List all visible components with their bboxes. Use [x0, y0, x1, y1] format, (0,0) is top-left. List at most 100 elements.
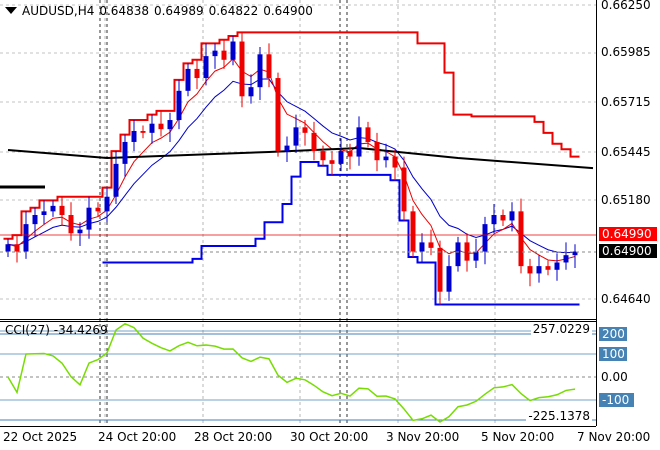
candle-body	[491, 215, 497, 225]
cci-line	[7, 322, 576, 423]
donchian-upper-line	[3, 31, 580, 240]
bid-price-box: 0.64900	[599, 244, 657, 258]
candle-body	[455, 242, 461, 267]
candle-body	[554, 262, 560, 270]
candle-body	[158, 123, 164, 130]
time-label: 30 Oct 20:00	[290, 430, 369, 444]
candle-body	[5, 244, 11, 252]
candle-body	[311, 132, 317, 152]
ema-slow-line	[7, 78, 576, 254]
candle-body	[356, 127, 362, 157]
price-label: 0.65985	[601, 45, 651, 59]
chart-header: AUDUSD,H4 0.64838 0.64989 0.64822 0.64900	[5, 4, 318, 18]
candle-body	[500, 215, 506, 221]
price-label: 0.65445	[601, 145, 651, 159]
candle-body	[95, 207, 101, 212]
time-label: 24 Oct 20:00	[98, 430, 177, 444]
candle-body	[194, 68, 200, 79]
candle-body	[482, 224, 488, 252]
cci-level-100: 100	[599, 347, 627, 361]
candle-body	[248, 87, 254, 97]
candle-body	[437, 247, 443, 292]
candle-body	[428, 242, 434, 248]
candle-body	[374, 141, 380, 161]
candle-body	[59, 205, 65, 215]
candle-body	[212, 50, 218, 57]
candle-body	[86, 207, 92, 230]
candle-body	[302, 127, 308, 133]
candle-body	[266, 54, 272, 79]
candle-body	[50, 205, 56, 212]
candle-body	[131, 131, 137, 142]
candle-body	[203, 56, 209, 79]
candle-body	[329, 160, 335, 164]
candle-body	[23, 224, 29, 252]
donchian-lower-line	[102, 161, 580, 306]
price-label: 0.65180	[601, 193, 651, 207]
candle-body	[509, 211, 515, 221]
cci-min-label: -225.1378	[526, 409, 592, 423]
candle-body	[464, 242, 470, 261]
candle-body	[284, 145, 290, 152]
candle-body	[149, 123, 155, 133]
candle-body	[473, 251, 479, 261]
candle-body	[365, 127, 371, 142]
candle-body	[383, 156, 389, 161]
candle-body	[527, 266, 533, 274]
high-value: 0.64989	[153, 4, 204, 18]
candle-body	[338, 151, 344, 164]
candle-body	[347, 151, 353, 157]
close-value: 0.64900	[263, 4, 313, 18]
candle-body	[14, 244, 20, 252]
symbol-label: AUDUSD,H4	[22, 4, 95, 18]
candle-body	[572, 251, 578, 256]
candle-body	[518, 211, 524, 267]
candle-body	[536, 266, 542, 274]
candle-body	[275, 78, 281, 152]
candle-body	[113, 163, 119, 197]
candle-body	[257, 54, 263, 88]
candle-body	[68, 215, 74, 234]
candle-body	[185, 68, 191, 91]
candle-body	[122, 141, 128, 164]
price-label: 0.64640	[601, 292, 651, 306]
time-label: 3 Nov 20:00	[386, 430, 460, 444]
candle-body	[563, 255, 569, 263]
candle-body	[392, 156, 398, 168]
cci-level-0: 0.00	[601, 370, 628, 384]
candle-body	[41, 211, 47, 215]
open-value: 0.64838	[99, 4, 149, 18]
price-label: 0.66250	[601, 0, 651, 12]
candle-body	[104, 196, 110, 212]
candle-body	[446, 266, 452, 292]
ema-fast-line	[7, 57, 576, 262]
candle-body	[293, 127, 299, 146]
candle-body	[140, 131, 146, 133]
candle-body	[545, 266, 551, 270]
candle-body	[410, 211, 416, 252]
time-label: 7 Nov 20:00	[577, 430, 651, 444]
time-label: 5 Nov 20:00	[481, 430, 555, 444]
cci-max-label: 257.0229	[530, 322, 592, 336]
time-label: 22 Oct 2025	[3, 430, 78, 444]
cci-level-minus100: -100	[599, 393, 634, 407]
candle-body	[401, 167, 407, 212]
candle-body	[32, 215, 38, 225]
candle-body	[320, 151, 326, 161]
candle-body	[176, 90, 182, 121]
low-value: 0.64822	[208, 4, 259, 18]
time-label: 28 Oct 20:00	[194, 430, 273, 444]
ask-price-box: 0.64990	[599, 227, 657, 241]
candle-body	[230, 41, 236, 60]
candle-body	[167, 120, 173, 130]
candle-body	[77, 229, 83, 234]
candle-body	[419, 242, 425, 252]
dropdown-triangle-icon[interactable]	[5, 7, 17, 14]
price-label: 0.65715	[601, 95, 651, 109]
candle-body	[221, 50, 227, 60]
candle-body	[239, 41, 245, 97]
cci-label: CCI(27) -34.4269	[5, 323, 108, 337]
cci-level-200: 200	[599, 327, 627, 341]
